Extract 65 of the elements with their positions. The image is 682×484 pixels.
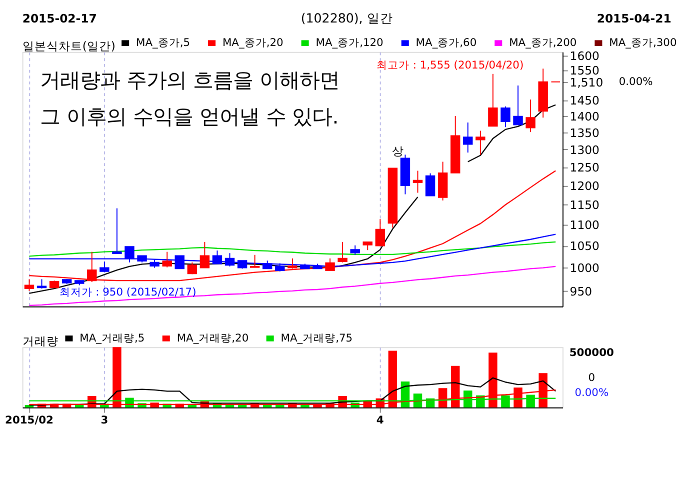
candlestick bbox=[212, 250, 222, 264]
annotation: 그 이후의 수익을 얻어낼 수 있다. bbox=[40, 104, 339, 129]
y-tick-label: 1350 bbox=[570, 126, 600, 140]
y-tick-label: 1600 bbox=[570, 49, 600, 64]
candlestick bbox=[463, 122, 473, 154]
candlestick bbox=[513, 85, 523, 126]
text: 2015-04-21 bbox=[596, 12, 672, 26]
candlestick bbox=[350, 244, 360, 256]
line-series bbox=[28, 170, 556, 282]
candlestick bbox=[124, 246, 134, 263]
text: 0 bbox=[588, 371, 596, 384]
text: 0.00% bbox=[574, 386, 609, 399]
candlestick bbox=[200, 241, 210, 268]
candlestick bbox=[425, 172, 436, 196]
legend-title: 일본식차트(일간) bbox=[22, 38, 116, 53]
legend-label: MA_종가,200 bbox=[509, 36, 577, 50]
y-tick-label: 1,510 bbox=[570, 75, 604, 90]
y-tick-label: 1250 bbox=[570, 160, 600, 174]
candlestick bbox=[36, 278, 47, 290]
candlestick bbox=[412, 170, 423, 194]
candlestick bbox=[325, 258, 335, 271]
y-tick-label: 1450 bbox=[570, 94, 600, 108]
legend-label: MA_종가,5 bbox=[136, 36, 190, 50]
candlestick bbox=[112, 208, 122, 254]
annotation: 상 bbox=[392, 144, 404, 158]
y-tick-label: 1550 bbox=[570, 63, 600, 78]
x-tick-label: 3 bbox=[100, 413, 108, 426]
candlestick bbox=[375, 218, 386, 246]
annotation: 최저가 : 950 (2015/02/17) bbox=[59, 286, 196, 299]
y-tick-label: 1200 bbox=[570, 178, 600, 193]
legend-label: MA_거래량,5 bbox=[80, 331, 145, 344]
x-tick-label: 2015/02 bbox=[5, 413, 54, 426]
candlestick bbox=[250, 254, 260, 268]
text: 0.00% bbox=[618, 74, 653, 88]
line-series bbox=[28, 266, 556, 306]
legend-label: MA_거래량,75 bbox=[280, 331, 353, 344]
annotation: 최고가 : 1,555 (2015/04/20) bbox=[376, 58, 524, 72]
legend-label: MA_종가,120 bbox=[316, 36, 384, 50]
legend-label: MA_종가,20 bbox=[222, 36, 284, 50]
candlestick bbox=[476, 130, 486, 156]
candlestick bbox=[500, 106, 510, 128]
legend-label: MA_종가,60 bbox=[416, 36, 477, 50]
annotation: 거래량과 주가의 흐름을 이해하면 bbox=[40, 68, 340, 92]
candlestick bbox=[526, 99, 536, 133]
x-tick-label: 4 bbox=[376, 413, 384, 426]
candlestick bbox=[100, 261, 110, 273]
y-tick-label: 1000 bbox=[570, 261, 600, 276]
candlestick bbox=[338, 241, 348, 263]
legend-label: MA_종가,300 bbox=[609, 36, 677, 50]
text: 2015-02-17 bbox=[22, 12, 97, 26]
y-tick-label: 1150 bbox=[570, 198, 600, 212]
candlestick bbox=[288, 258, 298, 270]
chart-title: (102280), 일간 bbox=[300, 10, 393, 26]
text: 500000 bbox=[569, 346, 614, 359]
candlestick bbox=[488, 73, 498, 127]
candlestick bbox=[24, 278, 34, 292]
y-tick-label: 1400 bbox=[570, 109, 600, 124]
y-tick-label: 1050 bbox=[570, 239, 600, 254]
y-tick-label: 1300 bbox=[570, 142, 600, 157]
line-series bbox=[28, 241, 556, 257]
y-tick-label: 1100 bbox=[570, 218, 600, 232]
y-tick-label: 950 bbox=[570, 284, 592, 298]
legend-title: 거래량 bbox=[22, 334, 58, 348]
candlestick bbox=[162, 251, 172, 268]
legend-label: MA_거래량,20 bbox=[176, 331, 249, 344]
